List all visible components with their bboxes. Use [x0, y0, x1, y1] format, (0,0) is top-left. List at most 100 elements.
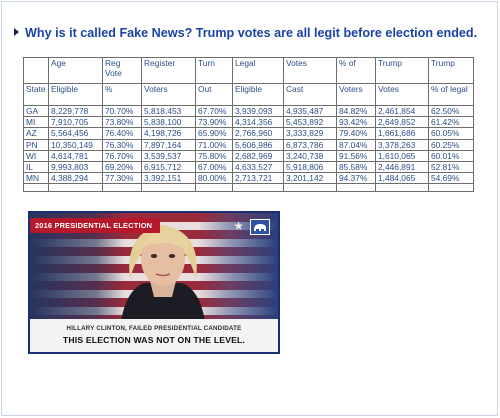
table-cell: 62.50% — [428, 104, 474, 118]
header-cell: Out — [195, 83, 233, 106]
header-cell: Register — [141, 57, 196, 84]
headline-text: Why is it called Fake News? Trump votes … — [25, 26, 478, 40]
table-cell: 2,682,969 — [232, 149, 284, 162]
table-cell: 3,240,738 — [283, 149, 337, 162]
news-video-still: 2016 PRESIDENTIAL ELECTION ★ HILLARY CLI… — [28, 211, 280, 354]
table-cell: 1,661,686 — [375, 127, 429, 140]
header-cell: Turn — [195, 57, 233, 84]
table-cell: 80.00% — [195, 172, 233, 185]
table-cell: IL — [23, 160, 49, 174]
table-cell: 2,461,854 — [375, 104, 429, 118]
table-cell: 3,333,829 — [283, 127, 337, 140]
table-cell: 73.80% — [102, 116, 142, 129]
table-cell: 4,388,294 — [48, 172, 103, 185]
table-cell: 2,446,891 — [375, 160, 429, 174]
header-cell: Trump — [428, 57, 474, 84]
table-cell: 3,539,537 — [141, 149, 196, 162]
table-cell: 5,918,806 — [283, 160, 337, 174]
table-cell: 4,935,487 — [283, 104, 337, 118]
table-cell: 4,614,781 — [48, 149, 103, 162]
table-cell: 65.90% — [195, 127, 233, 140]
table-cell: 3,201,142 — [283, 172, 337, 185]
table-cell: 76.70% — [102, 149, 142, 162]
table-cell: 60.25% — [428, 138, 474, 151]
table-cell: 5,818,453 — [141, 104, 196, 118]
table-cell: 85.58% — [336, 160, 376, 174]
table-row: AZ 5,564,456 76.40% 4,198,726 65.90% 2,766,96… — [23, 127, 474, 140]
table-cell: WI — [23, 149, 49, 162]
table-cell: 67.70% — [195, 104, 233, 118]
table-cell: 70.70% — [102, 104, 142, 118]
table-cell: 4,198,726 — [141, 127, 196, 140]
table-cell: 1,484,065 — [375, 172, 429, 185]
table-cell: MI — [23, 116, 49, 129]
table-cell: AZ — [23, 127, 49, 140]
header-cell: Legal — [232, 57, 284, 84]
table-blank-row — [23, 183, 474, 193]
table-cell: 5,838,100 — [141, 116, 196, 129]
table-cell: 5,606,986 — [232, 138, 284, 151]
table-cell: 3,378,263 — [375, 138, 429, 151]
table-cell: 61.42% — [428, 116, 474, 129]
segment-tag: 2016 PRESIDENTIAL ELECTION — [30, 218, 161, 233]
table-cell: 67.00% — [195, 160, 233, 174]
header-cell: % of legal — [428, 83, 474, 106]
table-cell: 94.37% — [336, 172, 376, 185]
header-cell — [23, 57, 49, 84]
table-cell: 8,229,778 — [48, 104, 103, 118]
header-cell: Eligible — [48, 83, 103, 106]
table-cell: MN — [23, 172, 49, 185]
bullet-icon — [14, 28, 19, 36]
table-cell: 4,314,356 — [232, 116, 284, 129]
table-cell: 9,993,803 — [48, 160, 103, 174]
table-cell: 87.04% — [336, 138, 376, 151]
header-cell: % — [102, 83, 142, 106]
logo-badge — [250, 219, 270, 235]
table-cell: 77.30% — [102, 172, 142, 185]
caption-quote: THIS ELECTION WAS NOT ON THE LEVEL. — [62, 335, 246, 345]
table-row: WI 4,614,781 76.70% 3,539,537 75.80% 2,682,96… — [23, 149, 474, 162]
header-cell: Voters — [336, 83, 376, 106]
table-header-row-1: Age Reg Vote Register Turn Legal Votes% of Tru… — [23, 57, 474, 84]
speaker-portrait — [120, 225, 206, 329]
table-cell: 4,633,527 — [232, 160, 284, 174]
table-cell: PN — [23, 138, 49, 151]
election-table: Age Reg Vote Register Turn Legal Votes% of Tru… — [23, 57, 474, 193]
table-cell: 2,766,960 — [232, 127, 284, 140]
table-cell: GA — [23, 104, 49, 118]
headline: Why is it called Fake News? Trump votes … — [14, 26, 477, 40]
table-cell: 54.69% — [428, 172, 474, 185]
header-cell: State — [23, 83, 49, 106]
table-cell: 6,915,712 — [141, 160, 196, 174]
table-cell: 73.90% — [195, 116, 233, 129]
table-cell: 1,610,065 — [375, 149, 429, 162]
table-cell: 10,350,149 — [48, 138, 103, 151]
header-cell: Age — [48, 57, 103, 84]
table-cell: 5,564,456 — [48, 127, 103, 140]
header-cell: Cast — [283, 83, 337, 106]
header-cell: Voters — [141, 83, 196, 106]
header-cell: Trump — [375, 57, 429, 84]
table-cell: 71.00% — [195, 138, 233, 151]
header-cell: % of — [336, 57, 376, 84]
table-cell: 7,897,164 — [141, 138, 196, 151]
table-row: IL 9,993,803 69.20% 6,915,712 67.00% 4,633,52… — [23, 160, 474, 174]
header-cell: Votes — [283, 57, 337, 84]
caption-name: HILLARY CLINTON, FAILED PRESIDENTIAL CAN… — [66, 325, 242, 332]
table-row: MI 7,910,705 73.80% 5,838,100 73.90% 4,314,35… — [23, 116, 474, 129]
table-cell: 93.42% — [336, 116, 376, 129]
header-cell: Eligible — [232, 83, 284, 106]
header-cell: Votes — [375, 83, 429, 106]
table-cell: 3,392,151 — [141, 172, 196, 185]
lower-third-caption: HILLARY CLINTON, FAILED PRESIDENTIAL CAN… — [30, 319, 278, 352]
table-cell: 79.40% — [336, 127, 376, 140]
header-cell: Reg Vote — [102, 57, 142, 84]
table-cell: 76.30% — [102, 138, 142, 151]
table-header-row-2: State Eligible% Voters Out Eligible Cast Voter… — [23, 83, 474, 106]
table-row: MN 4,388,294 77.30% 3,392,151 80.00% 2,713,72… — [23, 172, 474, 185]
table-row: PN 10,350,149 76.30% 7,897,164 71.00% 5,606,9… — [23, 138, 474, 151]
star-icon: ★ — [233, 219, 244, 233]
table-cell: 5,453,892 — [283, 116, 337, 129]
table-cell: 52.81% — [428, 160, 474, 174]
